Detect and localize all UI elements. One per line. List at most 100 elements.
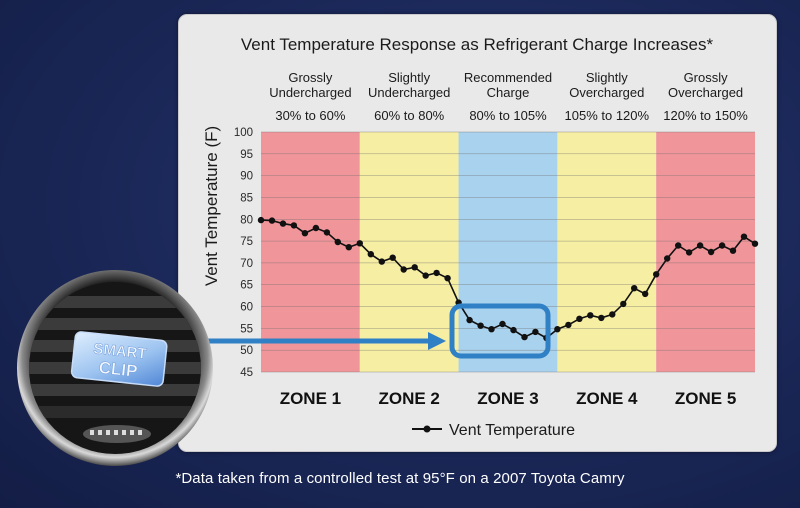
- data-point: [675, 242, 682, 249]
- zone-heading-line: Grossly: [684, 70, 729, 85]
- data-point: [411, 264, 418, 271]
- data-point: [290, 222, 298, 229]
- recommended-zone-highlight: [449, 303, 551, 359]
- data-point: [576, 315, 583, 322]
- y-axis-ticks: 100 95 90 85 80 75 70 65 60 55 50 45: [234, 127, 253, 379]
- zone-band-3: [458, 132, 558, 372]
- data-point: [466, 316, 473, 324]
- y-tick-label: 55: [240, 323, 253, 335]
- data-point: [587, 312, 594, 319]
- data-point: [345, 244, 352, 251]
- series-line: [260, 219, 756, 339]
- legend-label: Vent Temperature: [449, 422, 575, 439]
- data-point: [367, 251, 374, 258]
- data-point: [378, 258, 385, 265]
- zone-range: 30% to 60%: [275, 108, 346, 123]
- data-point: [653, 271, 660, 278]
- chart-title: Vent Temperature Response as Refrigerant…: [241, 35, 714, 54]
- zone-bands: [261, 132, 755, 372]
- data-point: [400, 266, 407, 273]
- data-point: [356, 240, 363, 247]
- zone-heading-line: Slightly: [586, 70, 628, 85]
- data-point: [751, 240, 759, 247]
- zone-range: 60% to 80%: [374, 108, 445, 123]
- y-tick-label: 50: [240, 345, 253, 357]
- zone-heading-line: Undercharged: [368, 85, 450, 100]
- data-point: [488, 326, 495, 333]
- grid-lines: [261, 131, 755, 373]
- zone-heading-line: Slightly: [388, 70, 430, 85]
- zone-label: ZONE 4: [576, 389, 638, 408]
- y-tick-label: 75: [240, 236, 253, 248]
- y-tick-label: 70: [240, 258, 253, 270]
- zone-heading-line: Undercharged: [269, 85, 351, 100]
- data-point: [323, 229, 331, 236]
- zone-heading-line: Overcharged: [569, 85, 644, 100]
- data-point: [554, 326, 561, 333]
- data-point: [696, 242, 704, 249]
- data-point: [334, 238, 341, 246]
- y-tick-label: 45: [240, 367, 253, 379]
- y-tick-label: 80: [240, 214, 253, 226]
- zone-band-2: [359, 132, 459, 372]
- data-point: [598, 314, 605, 322]
- data-point: [444, 275, 451, 282]
- data-point: [609, 311, 616, 318]
- smart-clip-line1: SMART: [93, 340, 148, 362]
- data-point: [685, 249, 693, 256]
- zone-heading-line: Grossly: [288, 70, 333, 85]
- y-tick-label: 60: [240, 302, 253, 314]
- vent-slats: [29, 282, 201, 454]
- zone-labels: ZONE 1 ZONE 2 ZONE 3 ZONE 4 ZONE 5: [280, 389, 737, 408]
- data-point: [631, 285, 638, 292]
- data-point: [279, 220, 287, 227]
- y-tick-label: 65: [240, 280, 253, 292]
- y-axis-label: Vent Temperature (F): [202, 126, 221, 286]
- y-tick-label: 90: [240, 171, 253, 183]
- zone-heading-line: Recommended: [464, 70, 552, 85]
- zone-range: 105% to 120%: [565, 108, 650, 123]
- data-point: [312, 224, 320, 232]
- data-point: [521, 333, 528, 341]
- data-point: [422, 272, 429, 279]
- y-tick-label: 85: [240, 192, 253, 204]
- data-point: [257, 216, 265, 224]
- data-point: [718, 242, 726, 249]
- data-point: [642, 290, 649, 298]
- zone-label: ZONE 2: [378, 389, 439, 408]
- data-point: [565, 321, 572, 329]
- zone-range: 120% to 150%: [663, 108, 748, 123]
- zone-label: ZONE 3: [477, 389, 538, 408]
- zone-heading-line: Overcharged: [668, 85, 743, 100]
- chart-legend: Vent Temperature: [412, 422, 575, 439]
- zone-label: ZONE 1: [280, 389, 341, 408]
- zone-band-4: [557, 132, 657, 372]
- zone-band-5: [656, 132, 755, 372]
- zone-heading-line: Charge: [487, 85, 530, 100]
- data-point: [664, 255, 671, 262]
- data-point: [477, 322, 484, 329]
- zone-range: 80% to 105%: [469, 108, 547, 123]
- data-point: [707, 248, 715, 256]
- data-point: [301, 230, 309, 237]
- data-point: [532, 328, 539, 336]
- zone-band-1: [261, 132, 360, 372]
- data-point: [499, 320, 506, 328]
- data-point: [740, 233, 748, 240]
- data-point: [620, 300, 627, 308]
- data-point: [510, 326, 517, 334]
- smart-clip-line2: CLIP: [98, 358, 139, 381]
- data-point: [389, 254, 396, 261]
- footnote: *Data taken from a controlled test at 95…: [175, 470, 625, 487]
- data-point: [268, 217, 276, 224]
- chart-card: 100 95 90 85 80 75 70 65 60 55 50 45 Grossly Underch…: [178, 14, 777, 452]
- data-point: [729, 247, 737, 254]
- data-point: [433, 269, 440, 277]
- y-tick-label: 100: [234, 127, 253, 139]
- smart-clip: SMART CLIP: [70, 331, 168, 387]
- zone-label: ZONE 5: [675, 389, 736, 408]
- y-tick-label: 95: [240, 149, 253, 161]
- legend-marker-swatch: [423, 425, 431, 433]
